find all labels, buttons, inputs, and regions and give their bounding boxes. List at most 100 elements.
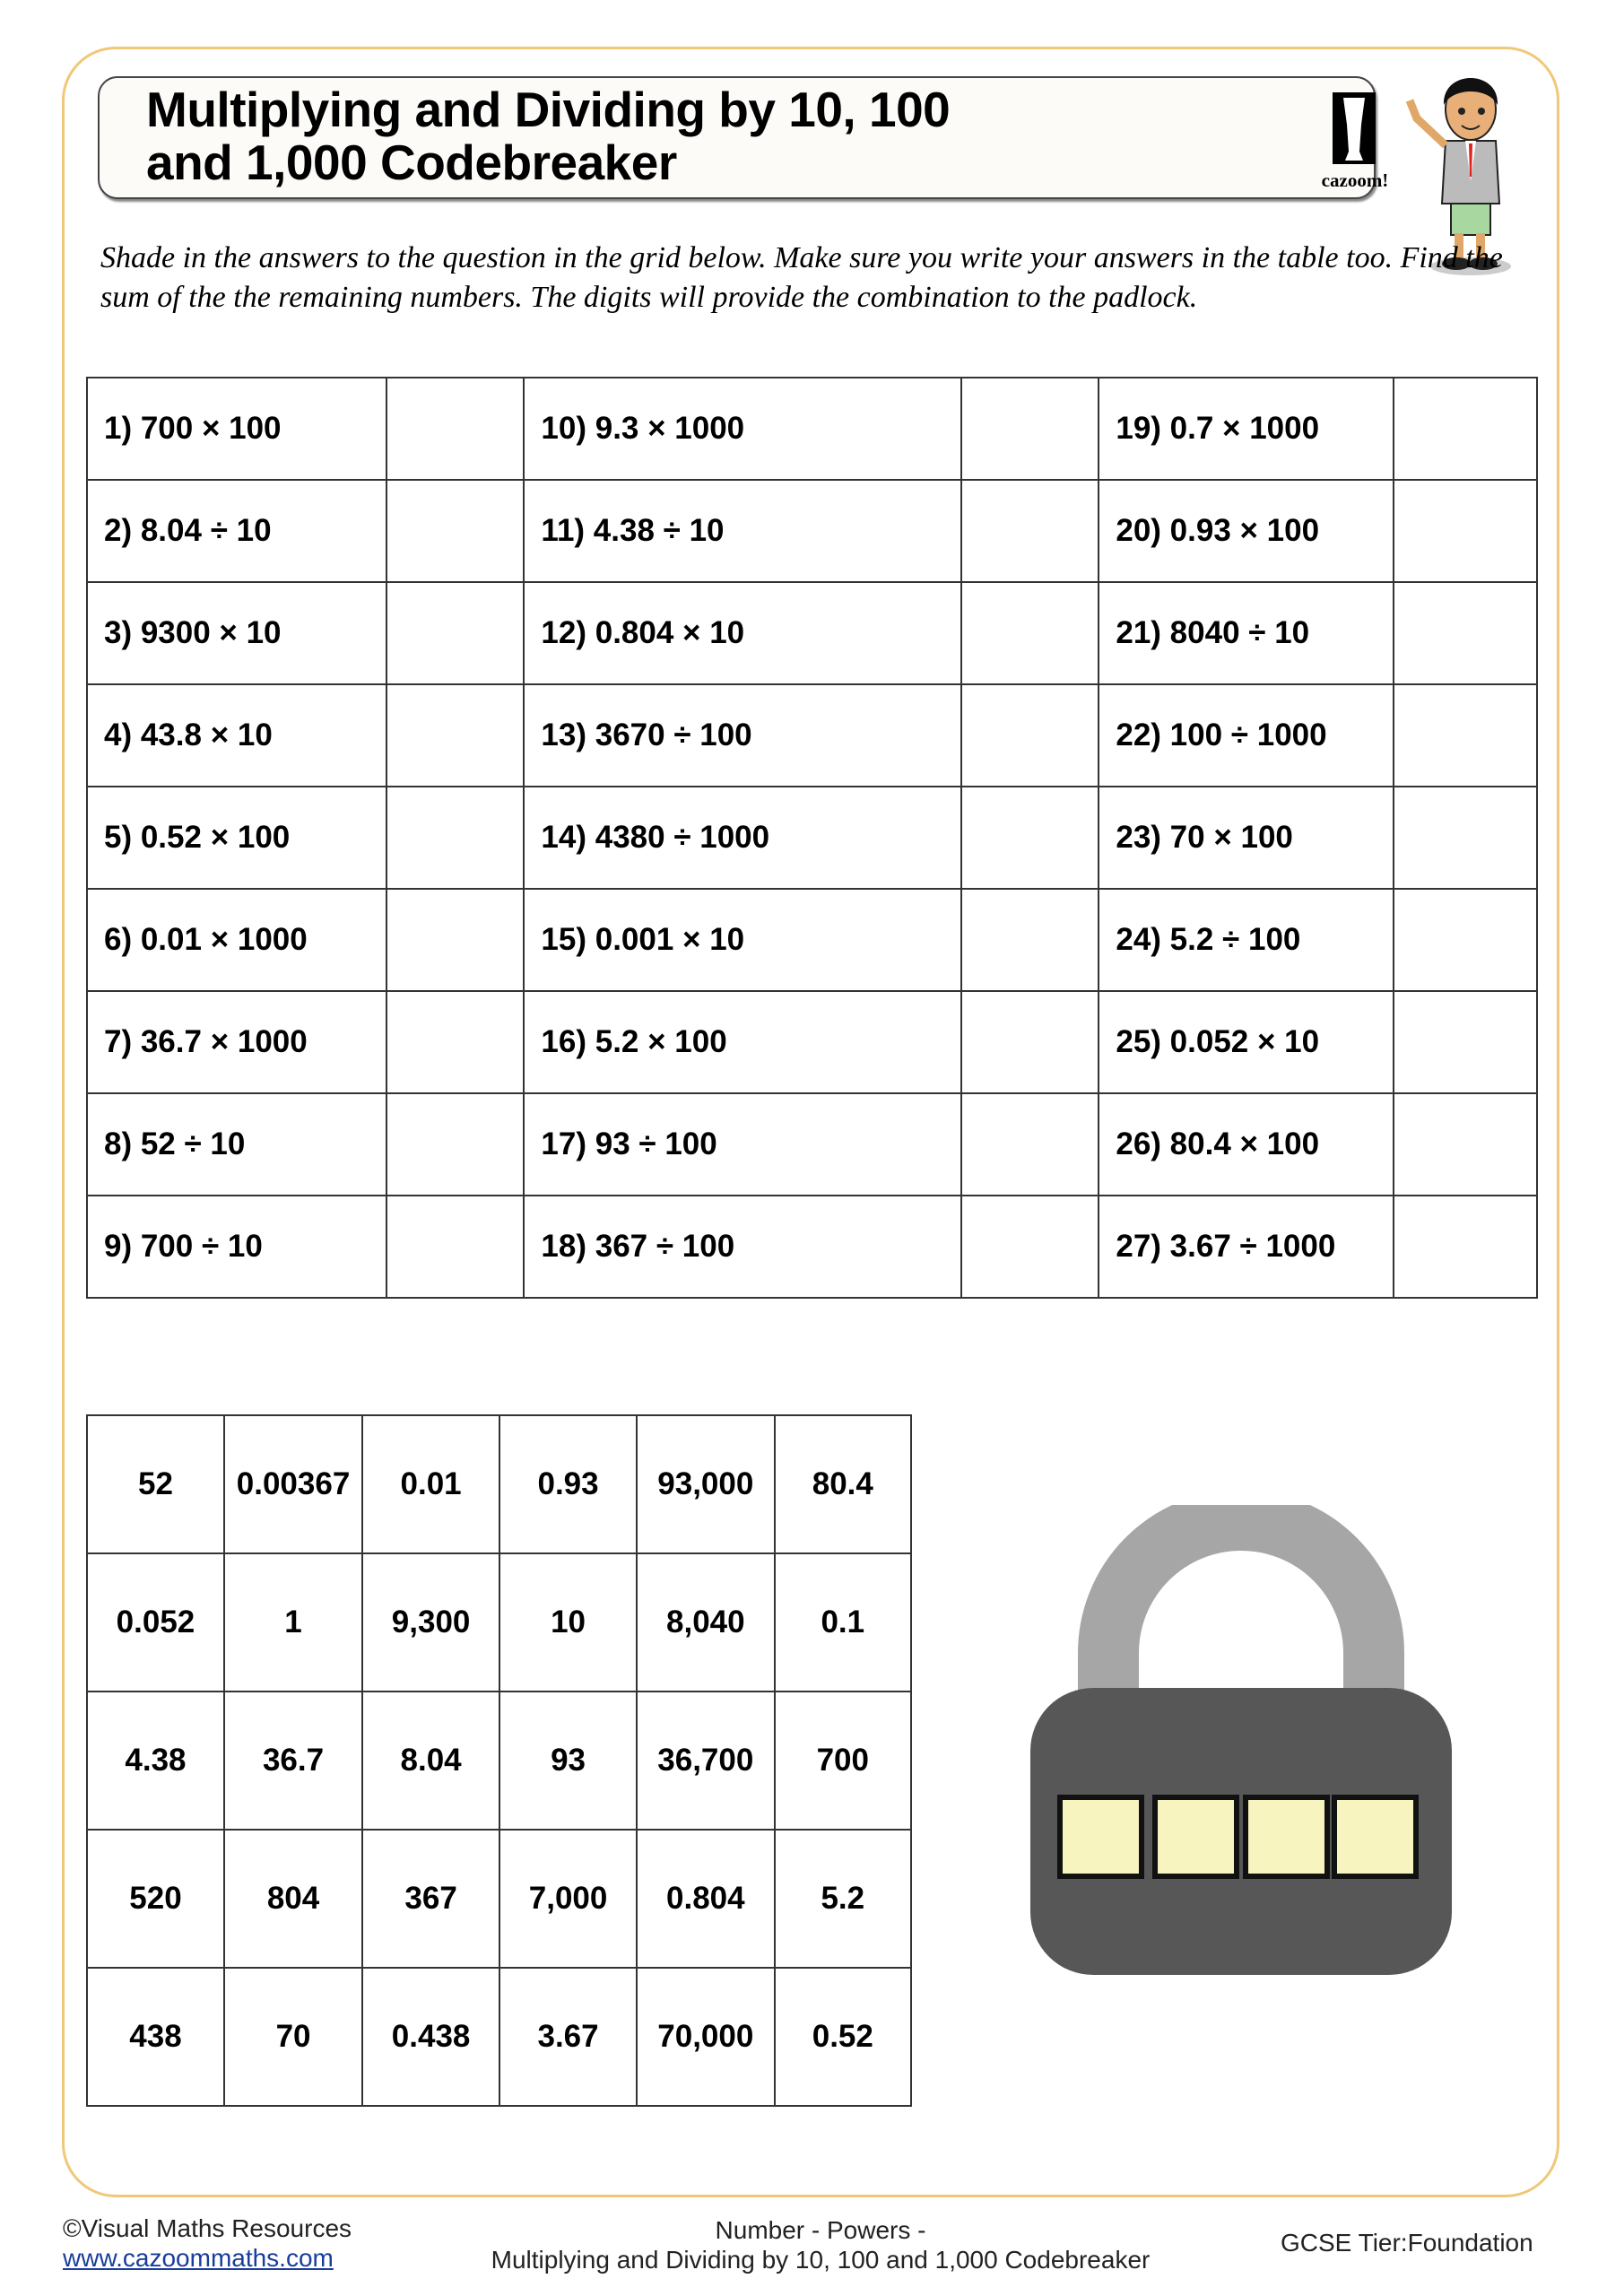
question: 19) 0.7 × 1000 bbox=[1098, 377, 1395, 481]
grid-cell[interactable]: 8.04 bbox=[361, 1691, 501, 1831]
answer-cell[interactable] bbox=[960, 377, 1100, 481]
padlock-body bbox=[1030, 1688, 1452, 1975]
question-row: 3) 9300 × 10 12) 0.804 × 10 21) 8040 ÷ 10 bbox=[86, 581, 1538, 685]
grid-cell[interactable]: 70,000 bbox=[636, 1967, 776, 2107]
footer-center: Number - Powers - Multiplying and Dividi… bbox=[448, 2215, 1193, 2274]
grid-cell[interactable]: 0.804 bbox=[636, 1829, 776, 1969]
grid-cell[interactable]: 93,000 bbox=[636, 1414, 776, 1554]
grid-cell[interactable]: 93 bbox=[499, 1691, 638, 1831]
answer-cell[interactable] bbox=[385, 888, 525, 992]
question: 10) 9.3 × 1000 bbox=[523, 377, 962, 481]
padlock-icon bbox=[1030, 1505, 1452, 1975]
title-line-1: Multiplying and Dividing by 10, 100 bbox=[146, 82, 951, 137]
footer-left: ©Visual Maths Resources www.cazoommaths.… bbox=[63, 2213, 352, 2273]
answer-cell[interactable] bbox=[1393, 786, 1538, 890]
answer-cell[interactable] bbox=[385, 479, 525, 583]
answer-cell[interactable] bbox=[1393, 377, 1538, 481]
answer-cell[interactable] bbox=[385, 1195, 525, 1299]
grid-cell[interactable]: 10 bbox=[499, 1552, 638, 1692]
answer-cell[interactable] bbox=[1393, 990, 1538, 1094]
question: 20) 0.93 × 100 bbox=[1098, 479, 1395, 583]
answer-cell[interactable] bbox=[385, 683, 525, 787]
question: 6) 0.01 × 1000 bbox=[86, 888, 387, 992]
answer-cell[interactable] bbox=[385, 377, 525, 481]
question: 22) 100 ÷ 1000 bbox=[1098, 683, 1395, 787]
answer-cell[interactable] bbox=[1393, 581, 1538, 685]
padlock-digit-box[interactable] bbox=[1332, 1795, 1419, 1879]
question-row: 5) 0.52 × 100 14) 4380 ÷ 1000 23) 70 × 100 bbox=[86, 786, 1538, 890]
answer-cell[interactable] bbox=[960, 683, 1100, 787]
website-link[interactable]: www.cazoommaths.com bbox=[63, 2244, 334, 2272]
padlock-digit-box[interactable] bbox=[1243, 1795, 1330, 1879]
grid-cell[interactable]: 36.7 bbox=[222, 1691, 364, 1831]
grid-cell[interactable]: 36,700 bbox=[636, 1691, 776, 1831]
grid-cell[interactable]: 7,000 bbox=[499, 1829, 638, 1969]
question: 11) 4.38 ÷ 10 bbox=[523, 479, 962, 583]
answer-cell[interactable] bbox=[385, 990, 525, 1094]
answer-cell[interactable] bbox=[385, 581, 525, 685]
question: 23) 70 × 100 bbox=[1098, 786, 1395, 890]
grid-cell[interactable]: 520 bbox=[86, 1829, 225, 1969]
padlock-digit-box[interactable] bbox=[1057, 1795, 1144, 1879]
answer-cell[interactable] bbox=[960, 1092, 1100, 1196]
grid-cell[interactable]: 3.67 bbox=[499, 1967, 638, 2107]
questions-table: 1) 700 × 100 10) 9.3 × 1000 19) 0.7 × 1000… bbox=[86, 377, 1538, 1299]
question: 5) 0.52 × 100 bbox=[86, 786, 387, 890]
cazoom-logo: cazoom! bbox=[1315, 89, 1395, 192]
copyright: ©Visual Maths Resources bbox=[63, 2214, 352, 2242]
question: 15) 0.001 × 10 bbox=[523, 888, 962, 992]
question: 2) 8.04 ÷ 10 bbox=[86, 479, 387, 583]
answer-cell[interactable] bbox=[960, 1195, 1100, 1299]
answer-cell[interactable] bbox=[960, 990, 1100, 1094]
grid-cell[interactable]: 52 bbox=[86, 1414, 225, 1554]
grid-cell[interactable]: 0.93 bbox=[499, 1414, 638, 1554]
grid-row: 0.052 1 9,300 10 8,040 0.1 bbox=[86, 1552, 913, 1692]
question: 27) 3.67 ÷ 1000 bbox=[1098, 1195, 1395, 1299]
grid-cell[interactable]: 5.2 bbox=[773, 1829, 913, 1969]
grid-cell[interactable]: 804 bbox=[222, 1829, 364, 1969]
question-row: 1) 700 × 100 10) 9.3 × 1000 19) 0.7 × 1000 bbox=[86, 377, 1538, 481]
grid-row: 52 0.00367 0.01 0.93 93,000 80.4 bbox=[86, 1414, 913, 1554]
answer-grid: 52 0.00367 0.01 0.93 93,000 80.4 0.052 1 9,300 10… bbox=[86, 1414, 913, 2107]
grid-cell[interactable]: 0.438 bbox=[361, 1967, 501, 2107]
grid-cell[interactable]: 9,300 bbox=[361, 1552, 501, 1692]
question-row: 6) 0.01 × 1000 15) 0.001 × 10 24) 5.2 ÷ 10… bbox=[86, 888, 1538, 992]
grid-row: 520 804 367 7,000 0.804 5.2 bbox=[86, 1829, 913, 1969]
answer-cell[interactable] bbox=[1393, 1092, 1538, 1196]
answer-cell[interactable] bbox=[1393, 888, 1538, 992]
grid-cell[interactable]: 0.052 bbox=[86, 1552, 225, 1692]
instructions: Shade in the answers to the question in … bbox=[100, 241, 1503, 314]
title-line-2: and 1,000 Codebreaker bbox=[146, 135, 677, 190]
answer-cell[interactable] bbox=[960, 888, 1100, 992]
question: 18) 367 ÷ 100 bbox=[523, 1195, 962, 1299]
grid-row: 438 70 0.438 3.67 70,000 0.52 bbox=[86, 1967, 913, 2107]
answer-cell[interactable] bbox=[1393, 683, 1538, 787]
question: 3) 9300 × 10 bbox=[86, 581, 387, 685]
answer-cell[interactable] bbox=[385, 786, 525, 890]
grid-cell[interactable]: 0.1 bbox=[773, 1552, 913, 1692]
grid-cell[interactable]: 4.38 bbox=[86, 1691, 225, 1831]
grid-cell[interactable]: 438 bbox=[86, 1967, 225, 2107]
grid-cell[interactable]: 0.52 bbox=[773, 1967, 913, 2107]
answer-cell[interactable] bbox=[960, 581, 1100, 685]
grid-cell[interactable]: 700 bbox=[773, 1691, 913, 1831]
padlock-shackle bbox=[1078, 1505, 1404, 1774]
grid-cell[interactable]: 80.4 bbox=[773, 1414, 913, 1554]
grid-cell[interactable]: 0.01 bbox=[361, 1414, 501, 1554]
answer-cell[interactable] bbox=[960, 786, 1100, 890]
page-title: Multiplying and Dividing by 10, 100 and … bbox=[146, 82, 951, 190]
grid-cell[interactable]: 1 bbox=[222, 1552, 364, 1692]
grid-cell[interactable]: 0.00367 bbox=[222, 1414, 364, 1554]
answer-cell[interactable] bbox=[960, 479, 1100, 583]
question: 25) 0.052 × 10 bbox=[1098, 990, 1395, 1094]
answer-cell[interactable] bbox=[1393, 1195, 1538, 1299]
answer-cell[interactable] bbox=[385, 1092, 525, 1196]
grid-cell[interactable]: 8,040 bbox=[636, 1552, 776, 1692]
padlock-digit-box[interactable] bbox=[1152, 1795, 1239, 1879]
title-box: Multiplying and Dividing by 10, 100 and … bbox=[98, 76, 1388, 199]
question: 14) 4380 ÷ 1000 bbox=[523, 786, 962, 890]
grid-cell[interactable]: 70 bbox=[222, 1967, 364, 2107]
grid-cell[interactable]: 367 bbox=[361, 1829, 501, 1969]
answer-cell[interactable] bbox=[1393, 479, 1538, 583]
question-row: 9) 700 ÷ 10 18) 367 ÷ 100 27) 3.67 ÷ 1000 bbox=[86, 1195, 1538, 1299]
